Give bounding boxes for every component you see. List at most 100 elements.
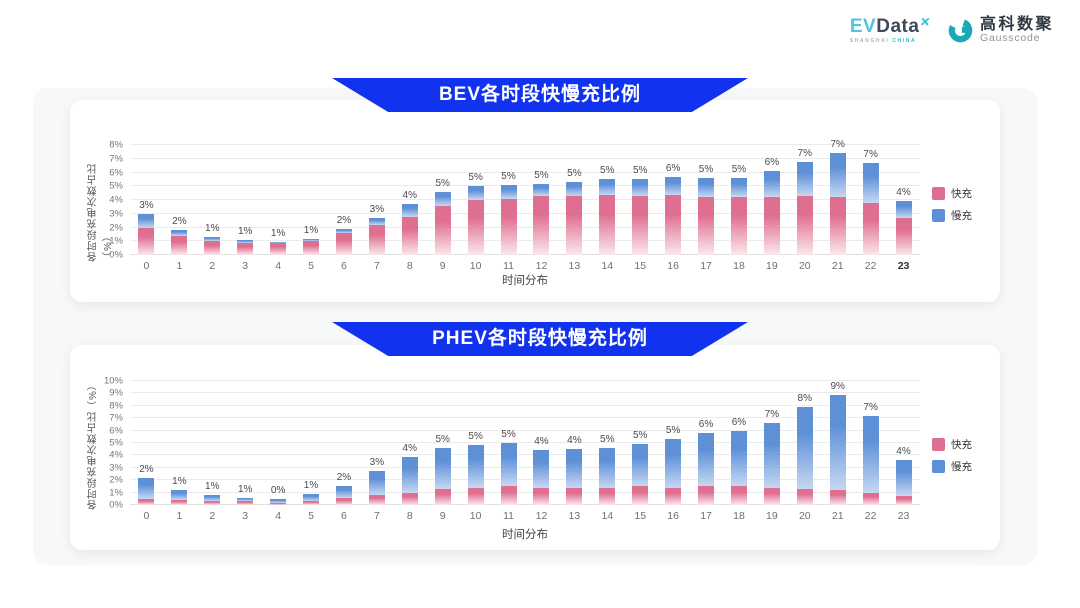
bar-value-label: 5%	[435, 433, 450, 445]
x-axis-tick: 20	[798, 260, 811, 272]
stacked-bar-hour-16	[665, 176, 682, 255]
slow-charge-segment	[138, 213, 155, 228]
phev-legend: 快充 慢充	[932, 437, 972, 474]
slow-charge-segment	[434, 191, 451, 206]
fast-charge-segment	[698, 486, 715, 505]
y-axis-tick: 10%	[103, 375, 123, 387]
gridline	[130, 491, 920, 493]
x-axis-tick: 9	[439, 260, 446, 272]
header-logos: EV Data ✕ SHANGHAI CHINA 高科数聚 Gausscode	[849, 15, 1054, 44]
x-axis-tick: 16	[667, 260, 679, 272]
bev-chart-card: 各时段充电次数占比（%） 0% 1% 2% 3% 4% 5% 6% 7% 8% 3% 0 2% 1 1% 2…	[70, 100, 1000, 302]
gridline	[130, 504, 920, 505]
bar-value-label: 1%	[237, 225, 253, 237]
fast-charge-swatch	[932, 438, 945, 451]
slow-charge-swatch	[932, 460, 945, 473]
stacked-bar-hour-14	[599, 179, 616, 255]
fast-charge-segment	[796, 488, 813, 505]
slow-charge-segment	[303, 239, 320, 242]
bar-value-label: 6%	[731, 416, 747, 428]
x-axis-tick: 3	[242, 510, 249, 522]
evdata-ev-text: EV	[849, 15, 877, 37]
fast-charge-segment	[401, 492, 418, 505]
slow-charge-segment	[467, 445, 484, 488]
y-axis-tick: 4%	[109, 194, 123, 206]
bar-value-label: 4%	[567, 435, 582, 447]
bar-value-label: 2%	[172, 215, 187, 227]
slow-charge-segment	[829, 394, 846, 491]
stacked-bar-hour-13	[566, 449, 583, 505]
bar-value-label: 6%	[665, 162, 681, 174]
legend-item-slow[interactable]: 慢充	[932, 208, 972, 223]
bar-value-label: 5%	[698, 164, 714, 175]
x-axis-tick: 21	[831, 260, 844, 272]
y-axis-tick: 2%	[109, 474, 123, 486]
x-axis-tick: 6	[341, 510, 347, 522]
bar-value-label: 2%	[336, 472, 352, 484]
stacked-bar-hour-19	[763, 171, 780, 255]
fast-charge-segment	[368, 224, 385, 255]
x-axis-tick: 14	[601, 260, 614, 272]
fast-charge-segment	[335, 233, 352, 255]
stacked-bar-hour-19	[763, 423, 780, 505]
gridline	[130, 157, 920, 159]
y-axis-tick: 6%	[109, 425, 123, 437]
fast-charge-segment	[566, 487, 583, 505]
x-axis-tick: 12	[535, 260, 548, 272]
stacked-bar-hour-5	[303, 494, 320, 505]
legend-item-slow[interactable]: 慢充	[932, 459, 972, 474]
slow-charge-segment	[895, 201, 912, 218]
bar-value-label: 5%	[501, 429, 516, 440]
fast-charge-segment	[270, 502, 287, 505]
slow-charge-segment	[533, 450, 550, 488]
slow-charge-segment	[270, 499, 287, 503]
slow-charge-segment	[500, 184, 517, 199]
x-axis-tick: 7	[373, 260, 380, 272]
slow-charge-segment	[763, 423, 780, 488]
y-axis-tick: 5%	[109, 180, 123, 192]
fast-charge-segment	[500, 198, 517, 255]
legend-item-fast[interactable]: 快充	[932, 437, 972, 452]
fast-charge-segment	[599, 194, 616, 255]
stacked-bar-hour-15	[632, 444, 649, 505]
legend-item-fast[interactable]: 快充	[932, 186, 972, 201]
fast-charge-label: 快充	[951, 439, 972, 451]
x-axis-tick: 1	[176, 260, 183, 272]
bar-value-label: 7%	[863, 401, 878, 413]
x-axis-tick: 22	[864, 510, 877, 522]
gridline	[130, 226, 920, 228]
fast-charge-segment	[467, 487, 484, 505]
fast-charge-segment	[632, 486, 649, 505]
y-axis-tick: 9%	[109, 387, 123, 399]
fast-charge-segment	[204, 501, 221, 505]
fast-charge-segment	[171, 235, 188, 255]
bar-value-label: 4%	[534, 436, 549, 448]
bar-value-label: 5%	[501, 170, 516, 182]
gridline	[130, 144, 920, 145]
gridline	[130, 429, 920, 431]
slow-charge-segment	[895, 460, 912, 497]
y-axis-tick: 2%	[109, 222, 123, 233]
bar-value-label: 5%	[731, 164, 747, 175]
phev-chart-title-banner: PHEV各时段快慢充比例	[332, 322, 748, 356]
phev-x-axis-label: 时间分布	[502, 529, 548, 541]
x-axis-tick: 12	[535, 510, 548, 522]
fast-charge-segment	[698, 197, 715, 255]
slow-charge-segment	[829, 153, 846, 198]
phev-bar-chart-plot: 0% 1% 2% 3% 4% 5% 6% 7% 8% 9% 10% 2% 0 1% 1 1% 2 1% 3 0% 4 1%…	[104, 376, 920, 522]
x-axis-tick: 10	[469, 260, 482, 272]
fast-charge-segment	[665, 487, 682, 505]
gridline	[130, 199, 920, 200]
slow-charge-label: 慢充	[951, 461, 972, 473]
fast-charge-segment	[237, 501, 254, 505]
x-axis-tick: 13	[568, 260, 581, 272]
stacked-bar-hour-4	[270, 499, 287, 505]
y-axis-tick: 8%	[109, 400, 123, 412]
gausscode-en-name: Gausscode	[979, 32, 1041, 44]
fast-charge-segment	[862, 202, 879, 255]
bar-value-label: 5%	[468, 172, 483, 184]
bev-x-axis-label: 时间分布	[502, 275, 548, 287]
stacked-bar-hour-15	[632, 179, 649, 255]
bar-value-label: 5%	[468, 431, 483, 443]
stacked-bar-hour-22	[862, 415, 879, 505]
